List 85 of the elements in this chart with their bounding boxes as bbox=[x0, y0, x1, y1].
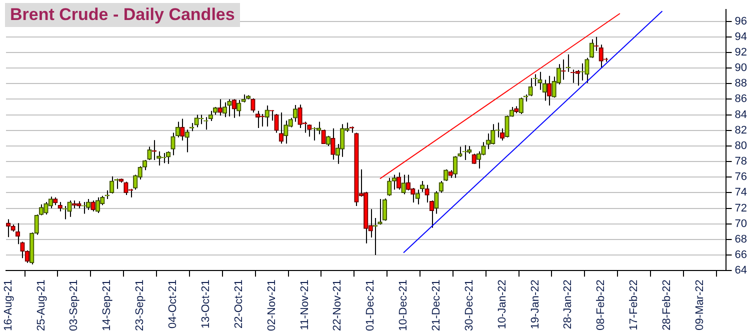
y-tick-label: 90 bbox=[734, 62, 748, 74]
candlestick bbox=[396, 172, 402, 190]
x-tick-label: 11-Nov-21 bbox=[298, 280, 311, 330]
x-tick-label: 22-Nov-21 bbox=[332, 280, 344, 331]
x-tick-label: 14-Sep-21 bbox=[101, 280, 114, 332]
x-tick-label: 30-Dec-21 bbox=[463, 280, 476, 331]
candlestick bbox=[566, 54, 570, 72]
candlestick bbox=[152, 140, 157, 160]
y-tick-label: 72 bbox=[734, 202, 748, 214]
y-tick-label: 96 bbox=[734, 15, 748, 28]
candlestick bbox=[452, 156, 458, 178]
candlestick bbox=[198, 114, 204, 125]
y-tick-label: 92 bbox=[734, 46, 748, 58]
candlestick bbox=[86, 198, 91, 210]
candlestick bbox=[292, 104, 298, 122]
x-tick-label: 21-Dec-21 bbox=[430, 280, 442, 331]
candlestick bbox=[156, 150, 162, 166]
y-tick-label: 88 bbox=[734, 78, 748, 90]
candlestick bbox=[38, 204, 44, 216]
candlestick bbox=[184, 129, 190, 153]
y-tick-label: 82 bbox=[734, 124, 748, 136]
y-tick-label: 80 bbox=[734, 140, 748, 152]
x-tick-label: 13-Oct-21 bbox=[200, 280, 212, 329]
candlestick bbox=[589, 38, 594, 58]
candlestick bbox=[561, 58, 566, 80]
candlestick bbox=[110, 176, 114, 194]
candlestick bbox=[180, 118, 185, 142]
candlestick bbox=[147, 146, 152, 160]
candlestick bbox=[307, 124, 312, 138]
candlestick bbox=[382, 198, 388, 222]
candlestick bbox=[415, 189, 420, 205]
candlestick bbox=[227, 98, 232, 117]
y-tick-label: 76 bbox=[734, 171, 748, 184]
x-tick-label: 17-Feb-22 bbox=[628, 280, 640, 330]
candlestick bbox=[420, 180, 425, 192]
candlestick bbox=[538, 71, 542, 90]
x-tick-label: 19-Jan-22 bbox=[529, 280, 542, 330]
x-tick-label: 22-Oct-21 bbox=[232, 280, 245, 329]
candlestick bbox=[274, 114, 279, 134]
x-tick-label: 03-Sep-21 bbox=[68, 280, 80, 332]
candlestick bbox=[284, 120, 288, 144]
candlestick bbox=[222, 102, 228, 118]
candlestick bbox=[255, 110, 260, 129]
x-tick-label: 23-Sep-21 bbox=[134, 280, 146, 332]
candlestick bbox=[392, 174, 396, 190]
candlestick bbox=[90, 200, 96, 212]
candlestick bbox=[387, 177, 392, 196]
x-tick-label: 01-Dec-21 bbox=[364, 280, 377, 331]
candlestick bbox=[438, 180, 444, 194]
candlestick bbox=[401, 174, 406, 195]
x-tick-label: 28-Jan-22 bbox=[562, 280, 574, 330]
candlestick bbox=[594, 36, 599, 52]
y-tick-label: 86 bbox=[734, 93, 748, 106]
x-tick-label: 16-Aug-21 bbox=[2, 280, 14, 332]
x-tick-label: 09-Mar-22 bbox=[694, 280, 706, 330]
y-tick-label: 66 bbox=[734, 249, 748, 262]
y-tick-label: 68 bbox=[734, 233, 748, 246]
candlestick bbox=[250, 98, 256, 113]
candlestick bbox=[264, 104, 270, 127]
y-tick-label: 64 bbox=[734, 264, 748, 277]
candlestick bbox=[547, 75, 552, 106]
candlestick bbox=[575, 69, 580, 86]
y-tick-label: 94 bbox=[734, 30, 748, 43]
chart-title: Brent Crude - Daily Candles bbox=[5, 3, 240, 27]
x-tick-label: 10-Dec-21 bbox=[398, 280, 410, 331]
candlestick bbox=[218, 98, 222, 116]
candlestick bbox=[330, 128, 336, 160]
y-tick-label: 70 bbox=[734, 218, 748, 230]
candlestick bbox=[95, 196, 100, 214]
y-tick-label: 74 bbox=[734, 186, 748, 199]
candlestick bbox=[278, 112, 284, 144]
candlestick bbox=[232, 98, 236, 118]
candlestick bbox=[444, 168, 448, 182]
candlestick bbox=[518, 97, 524, 115]
candlestick bbox=[570, 69, 576, 84]
x-tick-label: 02-Nov-21 bbox=[266, 280, 278, 331]
x-tick-label: 28-Feb-22 bbox=[660, 280, 673, 330]
x-tick-label: 25-Aug-21 bbox=[35, 280, 48, 332]
y-tick-label: 78 bbox=[734, 156, 748, 168]
x-tick-label: 10-Jan-22 bbox=[496, 280, 508, 330]
x-tick-label: 08-Feb-22 bbox=[595, 280, 608, 330]
y-tick-label: 84 bbox=[734, 108, 748, 121]
candlestick bbox=[124, 181, 128, 196]
x-tick-label: 04-Oct-21 bbox=[167, 280, 180, 329]
candlestick bbox=[406, 174, 411, 191]
